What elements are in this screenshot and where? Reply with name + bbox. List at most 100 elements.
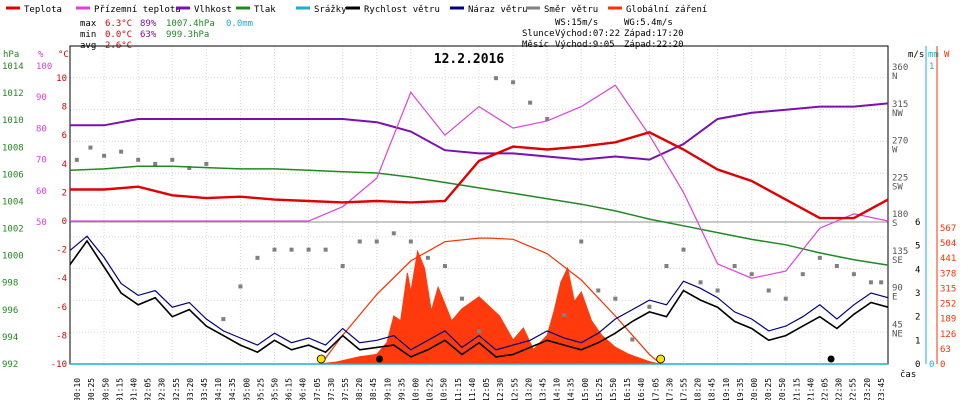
wind-direction-point xyxy=(851,272,856,277)
x-tick-label: 09:10 xyxy=(383,378,392,400)
x-tick-label: 21:15 xyxy=(792,378,801,400)
tick-w: 504 xyxy=(940,239,956,249)
x-tick: 13:45 xyxy=(538,378,547,402)
moon-rise: Východ:9:05 xyxy=(555,40,615,50)
tick-percent: 70 xyxy=(36,156,47,166)
x-tick-label: 20:00 xyxy=(750,378,759,400)
tick-ms: 6 xyxy=(915,218,920,228)
axis-label-percent: % xyxy=(38,50,44,60)
x-tick-label: 07:05 xyxy=(313,378,322,400)
x-tick-label: 00:50 xyxy=(101,378,110,400)
tick-percent: 60 xyxy=(36,187,47,197)
x-tick: 09:10 xyxy=(383,378,392,402)
series-wind-gust xyxy=(69,235,889,351)
x-tick-label: 00:25 xyxy=(87,378,96,400)
x-tick: 23:20 xyxy=(863,378,872,402)
stat-pressure: 1007.4hPa xyxy=(166,19,215,29)
x-tick: 01:15 xyxy=(115,378,124,402)
tick-w: 189 xyxy=(940,315,956,325)
x-tick-label: 04:10 xyxy=(214,378,223,400)
x-tick: 07:30 xyxy=(327,378,336,402)
wind-direction-point xyxy=(579,239,584,244)
tick-direction-deg: 315 xyxy=(892,100,908,110)
x-tick-label: 06:15 xyxy=(285,378,294,400)
stat-temp: 0.0°C xyxy=(105,30,132,40)
wind-direction-point xyxy=(817,255,822,260)
tick-hpa: 1002 xyxy=(2,225,24,235)
x-tick: 00:10 xyxy=(73,378,82,402)
stat-rain: 0.0mm xyxy=(226,19,253,29)
wind-direction-point xyxy=(596,288,601,293)
x-tick-label: 21:40 xyxy=(806,378,815,400)
wind-direction-point xyxy=(749,272,754,277)
x-tick-label: 02:05 xyxy=(144,378,153,400)
x-tick: 10:00 xyxy=(412,378,421,402)
sunrise-marker xyxy=(316,354,326,364)
x-tick: 23:45 xyxy=(877,378,886,402)
x-tick: 04:35 xyxy=(228,378,237,402)
x-tick-label: 02:30 xyxy=(158,378,167,400)
wind-direction-point xyxy=(272,247,277,252)
wind-direction-point xyxy=(187,166,192,170)
tick-direction-name: SW xyxy=(892,182,903,192)
x-tick: 22:30 xyxy=(835,378,844,402)
wind-direction-point xyxy=(102,153,107,158)
tick-w: 252 xyxy=(940,300,956,310)
tick-hpa: 1008 xyxy=(2,143,24,153)
tick-direction-name: E xyxy=(892,293,897,303)
x-tick: 12:30 xyxy=(496,378,505,402)
x-tick: 21:15 xyxy=(792,378,801,402)
x-tick: 12:55 xyxy=(510,378,519,402)
axis-label-w: W xyxy=(944,50,950,60)
x-tick-label: 03:45 xyxy=(200,378,209,400)
series-humidity xyxy=(70,102,889,161)
series-temperature xyxy=(70,131,889,220)
x-tick: 11:15 xyxy=(454,378,463,402)
tick-celsius: -10 xyxy=(51,360,67,370)
x-tick-label: 03:20 xyxy=(186,378,195,400)
tick-w: 0 xyxy=(940,360,945,370)
x-tick-label: 10:50 xyxy=(440,378,449,400)
x-tick-label: 01:40 xyxy=(129,378,138,400)
tick-celsius: 0 xyxy=(62,217,67,227)
tick-percent: 50 xyxy=(36,218,47,228)
x-tick: 19:35 xyxy=(736,378,745,402)
tick-w: 567 xyxy=(940,224,956,234)
wind-direction-point xyxy=(119,149,124,154)
wind-direction-point xyxy=(562,313,567,317)
legend-label: Přízemní teplota xyxy=(94,5,181,15)
x-tick-label: 05:50 xyxy=(271,378,280,400)
wind-direction-point xyxy=(664,264,669,268)
axis-label-celsius: °C xyxy=(58,50,69,60)
x-tick-label: 13:20 xyxy=(524,378,533,400)
wind-direction-point xyxy=(442,264,447,268)
x-tick-label: 23:20 xyxy=(863,378,872,400)
wind-direction-point xyxy=(834,264,839,268)
tick-direction-deg: 360 xyxy=(892,63,908,73)
series-theoretical-radiation xyxy=(320,237,662,365)
wind-direction-point xyxy=(459,296,464,301)
legend-label: Vlhkost xyxy=(194,5,232,15)
x-tick: 04:10 xyxy=(214,378,223,402)
x-tick-label: 11:15 xyxy=(454,378,463,400)
plot-area xyxy=(69,76,889,365)
tick-ms: 2 xyxy=(915,313,920,323)
legend-label: Teplota xyxy=(24,5,62,15)
tick-hpa: 1014 xyxy=(2,62,24,72)
x-tick-label: 20:50 xyxy=(778,378,787,400)
wind-direction-point xyxy=(545,117,550,121)
x-tick: 00:25 xyxy=(87,378,96,402)
tick-w: 378 xyxy=(940,269,956,279)
x-tick: 03:45 xyxy=(200,378,209,402)
x-tick-label: 12:30 xyxy=(496,378,505,400)
wind-direction-point xyxy=(153,161,158,166)
x-tick: 10:25 xyxy=(426,378,435,402)
x-tick-label: 11:40 xyxy=(468,378,477,400)
x-tick: 18:45 xyxy=(708,378,717,402)
tick-w: 441 xyxy=(940,254,956,264)
x-tick: 00:50 xyxy=(101,378,110,402)
legend-label: Směr větru xyxy=(544,5,598,15)
x-tick: 14:10 xyxy=(553,378,562,402)
tick-hpa: 1004 xyxy=(2,197,24,207)
tick-hpa: 1010 xyxy=(2,116,24,126)
